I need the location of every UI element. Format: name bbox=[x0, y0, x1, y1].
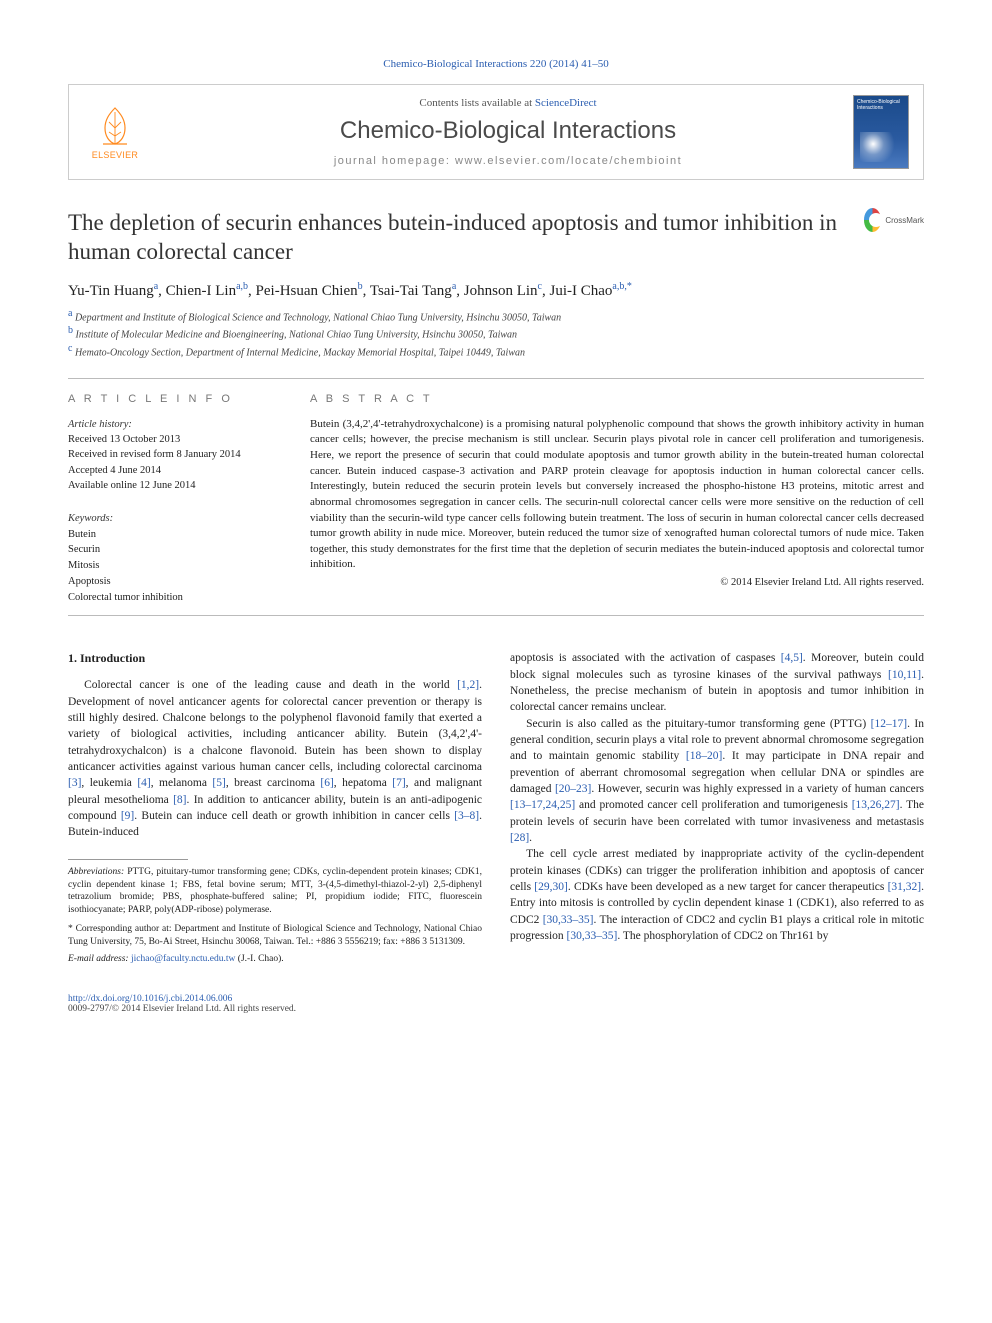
corresponding-email-link[interactable]: jichao@faculty.nctu.edu.tw bbox=[131, 954, 235, 964]
keywords-label: Keywords: bbox=[68, 513, 113, 524]
elsevier-logo-text: ELSEVIER bbox=[92, 150, 138, 160]
elsevier-logo: ELSEVIER bbox=[83, 96, 147, 168]
crossmark-icon bbox=[864, 208, 881, 232]
article-history: Article history: Received 13 October 201… bbox=[68, 417, 278, 493]
article-info-heading: A R T I C L E I N F O bbox=[68, 393, 278, 405]
elsevier-tree-icon bbox=[94, 104, 136, 148]
body-column-left: 1. Introduction Colorectal cancer is one… bbox=[68, 650, 482, 966]
section-heading-intro: 1. Introduction bbox=[68, 650, 482, 667]
journal-cover-thumbnail: Chemico-Biological Interactions bbox=[853, 95, 909, 169]
intro-paragraph: Colorectal cancer is one of the leading … bbox=[68, 677, 482, 840]
journal-name: Chemico-Biological Interactions bbox=[163, 117, 853, 145]
history-label: Article history: bbox=[68, 419, 132, 430]
article-title: The depletion of securin enhances butein… bbox=[68, 208, 864, 267]
body-column-right: apoptosis is associated with the activat… bbox=[510, 650, 924, 966]
citation-line: Chemico-Biological Interactions 220 (201… bbox=[68, 58, 924, 70]
email-footnote: E-mail address: jichao@faculty.nctu.edu.… bbox=[68, 953, 482, 966]
contents-prefix: Contents lists available at bbox=[419, 97, 534, 109]
abbr-label: Abbreviations: bbox=[68, 867, 124, 877]
crossmark-badge[interactable]: CrossMark bbox=[864, 208, 924, 232]
journal-homepage-line: journal homepage: www.elsevier.com/locat… bbox=[163, 155, 853, 167]
corresponding-author-footnote: * Corresponding author at: Department an… bbox=[68, 923, 482, 949]
homepage-prefix: journal homepage: bbox=[334, 155, 455, 167]
affiliation: c Hemato-Oncology Section, Department of… bbox=[68, 343, 924, 358]
footer-copyright: 0009-2797/© 2014 Elsevier Ireland Ltd. A… bbox=[68, 1004, 924, 1014]
journal-header: ELSEVIER Contents lists available at Sci… bbox=[68, 84, 924, 180]
intro-paragraph: The cell cycle arrest mediated by inappr… bbox=[510, 846, 924, 944]
homepage-url[interactable]: www.elsevier.com/locate/chembioint bbox=[455, 155, 682, 167]
abstract-heading: A B S T R A C T bbox=[310, 393, 924, 405]
affiliations: a Department and Institute of Biological… bbox=[68, 308, 924, 358]
email-suffix: (J.-I. Chao). bbox=[235, 954, 283, 964]
intro-paragraph: apoptosis is associated with the activat… bbox=[510, 650, 924, 715]
abstract-copyright: © 2014 Elsevier Ireland Ltd. All rights … bbox=[310, 577, 924, 588]
keywords-block: Keywords: ButeinSecurinMitosisApoptosisC… bbox=[68, 511, 278, 606]
divider bbox=[68, 615, 924, 616]
footnote-rule bbox=[68, 859, 188, 860]
divider bbox=[68, 378, 924, 379]
page-footer: http://dx.doi.org/10.1016/j.cbi.2014.06.… bbox=[68, 994, 924, 1014]
intro-paragraph: Securin is also called as the pituitary-… bbox=[510, 716, 924, 847]
doi-link[interactable]: http://dx.doi.org/10.1016/j.cbi.2014.06.… bbox=[68, 994, 924, 1004]
crossmark-label: CrossMark bbox=[885, 216, 924, 225]
affiliation: b Institute of Molecular Medicine and Bi… bbox=[68, 325, 924, 340]
corr-label: * Corresponding author at: bbox=[68, 924, 174, 934]
email-label: E-mail address: bbox=[68, 954, 131, 964]
abbreviations-footnote: Abbreviations: PTTG, pituitary-tumor tra… bbox=[68, 866, 482, 917]
affiliation: a Department and Institute of Biological… bbox=[68, 308, 924, 323]
abstract-text: Butein (3,4,2',4'-tetrahydroxychalcone) … bbox=[310, 417, 924, 573]
contents-available-line: Contents lists available at ScienceDirec… bbox=[163, 97, 853, 109]
abbr-text: PTTG, pituitary-tumor transforming gene;… bbox=[68, 867, 482, 915]
cover-label: Chemico-Biological Interactions bbox=[857, 99, 908, 111]
sciencedirect-link[interactable]: ScienceDirect bbox=[535, 97, 597, 109]
authors-line: Yu-Tin Huanga, Chien-I Lina,b, Pei-Hsuan… bbox=[68, 281, 924, 300]
